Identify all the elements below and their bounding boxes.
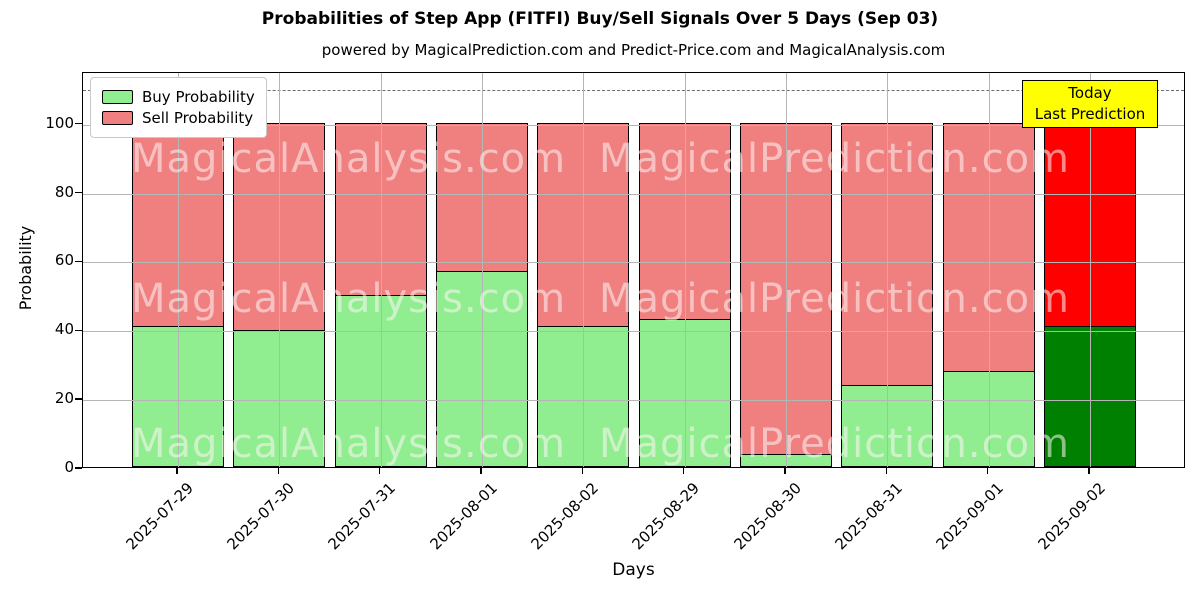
watermark-right: MagicalPrediction.com — [599, 276, 1070, 322]
x-axis-label: Days — [612, 560, 655, 580]
plot-area: MagicalAnalysis.com MagicalPrediction.com… — [82, 72, 1185, 468]
legend-sell-label: Sell Probability — [142, 109, 254, 127]
v-gridline — [178, 73, 179, 467]
x-tick-mark — [581, 468, 584, 474]
x-tick-label: 2025-09-01 — [932, 479, 1008, 554]
sell-swatch-icon — [102, 111, 133, 125]
x-tick-mark — [885, 468, 888, 474]
y-tick-mark — [75, 122, 82, 125]
watermark-left: MagicalAnalysis.com — [131, 421, 567, 467]
y-tick-mark — [75, 467, 82, 469]
x-tick-mark — [378, 468, 381, 474]
h-gridline — [83, 331, 1184, 333]
buy-swatch-icon — [102, 90, 133, 104]
y-tick-label: 60 — [54, 251, 74, 270]
v-gridline — [279, 73, 281, 467]
watermark-left: MagicalAnalysis.com — [131, 136, 567, 182]
x-tick-label: 2025-08-02 — [527, 479, 603, 554]
v-gridline — [785, 73, 787, 467]
x-tick-label: 2025-08-29 — [629, 479, 704, 554]
legend-item-sell: Sell Probability — [102, 109, 255, 127]
x-tick-mark — [986, 468, 989, 474]
v-gridline — [583, 73, 585, 467]
chart-subtitle: powered by MagicalPrediction.com and Pre… — [321, 41, 946, 59]
h-gridline — [83, 262, 1184, 264]
x-tick-label: 2025-07-31 — [325, 479, 400, 554]
dashed-threshold-line — [83, 90, 1184, 92]
y-tick-mark — [75, 329, 82, 331]
h-gridline — [83, 124, 1184, 126]
y-tick-label: 40 — [54, 320, 74, 339]
h-gridline — [83, 193, 1184, 195]
x-tick-label: 2025-08-31 — [831, 479, 907, 554]
x-tick-mark — [682, 468, 685, 474]
x-tick-label: 2025-08-01 — [426, 479, 501, 554]
legend: Buy Probability Sell Probability — [90, 77, 267, 138]
y-tick-label: 20 — [54, 389, 74, 408]
y-tick-label: 0 — [64, 458, 74, 476]
y-tick-mark — [75, 260, 82, 263]
x-tick-mark — [1088, 468, 1090, 474]
x-tick-label: 2025-08-30 — [730, 479, 805, 554]
v-gridline — [887, 73, 889, 467]
v-gridline — [481, 73, 483, 467]
v-gridline — [988, 73, 990, 467]
x-tick-label: 2025-07-30 — [223, 479, 299, 554]
x-tick-label: 2025-09-02 — [1034, 479, 1109, 554]
y-tick-label: 100 — [45, 113, 74, 132]
y-tick-mark — [75, 191, 82, 194]
today-annotation: Today Last Prediction — [1022, 80, 1158, 128]
watermark-left: MagicalAnalysis.com — [131, 276, 567, 322]
v-gridline — [380, 73, 382, 467]
legend-item-buy: Buy Probability — [102, 88, 255, 106]
annotation-line1: Today — [1068, 84, 1112, 102]
x-tick-mark — [480, 468, 482, 474]
x-tick-label: 2025-07-29 — [122, 479, 197, 554]
v-gridline — [1089, 73, 1091, 467]
y-tick-label: 80 — [54, 182, 74, 201]
annotation-line2: Last Prediction — [1034, 105, 1146, 123]
legend-buy-label: Buy Probability — [142, 88, 255, 106]
v-gridline — [684, 73, 686, 467]
h-gridline — [83, 400, 1184, 402]
y-tick-mark — [75, 398, 82, 400]
watermark-right: MagicalPrediction.com — [599, 421, 1070, 467]
x-tick-mark — [784, 468, 786, 474]
x-tick-mark — [277, 468, 280, 474]
watermark-right: MagicalPrediction.com — [599, 136, 1070, 182]
chart-title: Probabilities of Step App (FITFI) Buy/Se… — [261, 9, 939, 29]
x-tick-mark — [176, 468, 178, 474]
